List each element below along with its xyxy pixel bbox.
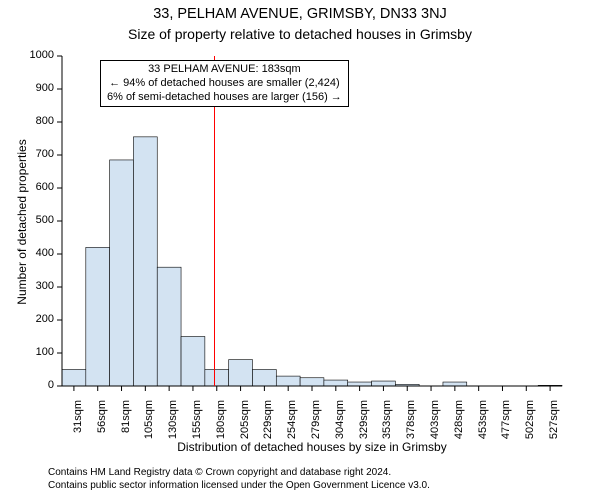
attribution-text: Contains HM Land Registry data © Crown c… (48, 466, 430, 492)
info-line-larger: 6% of semi-detached houses are larger (1… (107, 91, 342, 105)
y-tick-label: 1000 (22, 49, 54, 61)
attribution-line-1: Contains HM Land Registry data © Crown c… (48, 466, 430, 479)
attribution-line-2: Contains public sector information licen… (48, 479, 430, 492)
info-line-subject: 33 PELHAM AVENUE: 183sqm (107, 63, 342, 77)
y-tick-label: 600 (22, 181, 54, 193)
y-tick-label: 800 (22, 115, 54, 127)
x-axis-label: Distribution of detached houses by size … (62, 440, 562, 454)
y-tick-label: 400 (22, 247, 54, 259)
info-line-smaller: ← 94% of detached houses are smaller (2,… (107, 77, 342, 91)
y-tick-label: 0 (22, 379, 54, 391)
y-tick-label: 900 (22, 82, 54, 94)
y-tick-label: 700 (22, 148, 54, 160)
y-tick-label: 300 (22, 280, 54, 292)
page-subtitle: Size of property relative to detached ho… (0, 26, 600, 42)
y-tick-label: 100 (22, 346, 54, 358)
page-title-address: 33, PELHAM AVENUE, GRIMSBY, DN33 3NJ (0, 6, 600, 22)
y-tick-label: 500 (22, 214, 54, 226)
y-tick-label: 200 (22, 313, 54, 325)
marker-info-box: 33 PELHAM AVENUE: 183sqm ← 94% of detach… (100, 60, 349, 107)
